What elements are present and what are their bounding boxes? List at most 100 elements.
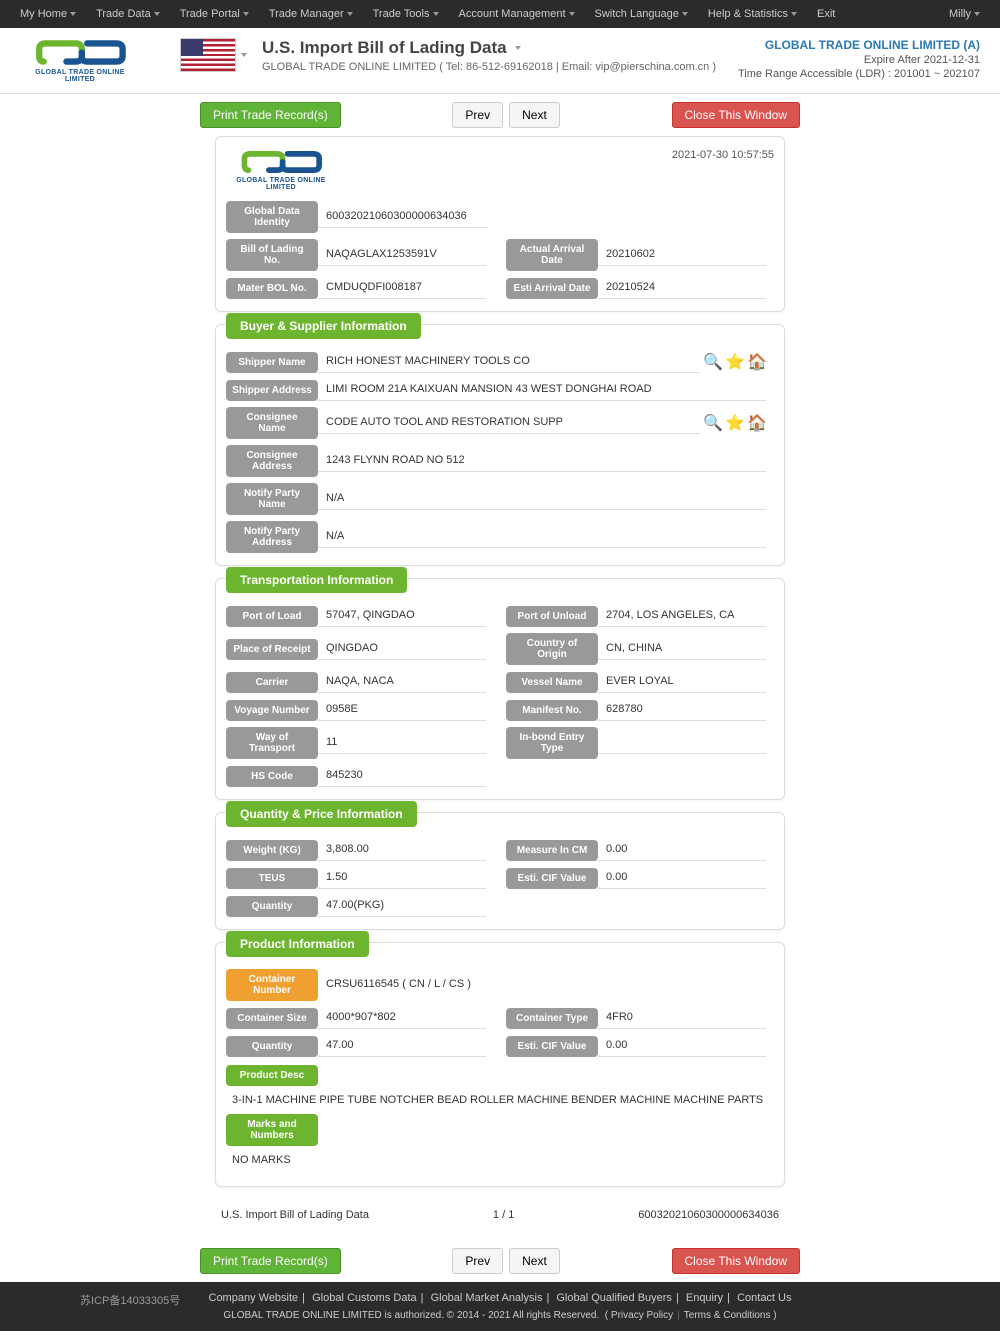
label: Container Size	[226, 1008, 318, 1029]
footer-link[interactable]: Global Market Analysis	[431, 1292, 543, 1304]
label: Port of Load	[226, 606, 318, 627]
footer-link[interactable]: Global Customs Data	[312, 1292, 417, 1304]
footer-link[interactable]: Contact Us	[737, 1292, 791, 1304]
identity-fields: Global Data Identity 6003202106030000063…	[226, 201, 774, 299]
label: HS Code	[226, 766, 318, 787]
label: Product Desc	[226, 1065, 318, 1086]
transport-fields: Port of Load57047, QINGDAO Port of Unloa…	[226, 605, 774, 787]
print-button[interactable]: Print Trade Record(s)	[200, 1248, 341, 1274]
value: RICH HONEST MACHINERY TOOLS CO	[318, 351, 700, 373]
footer-link[interactable]: Company Website	[209, 1292, 299, 1304]
buyer-supplier-card: Buyer & Supplier Information Shipper Nam…	[215, 324, 785, 566]
icp-number[interactable]: 苏ICP备14033305号	[80, 1292, 180, 1308]
value: 60032021060300000634036	[318, 206, 488, 228]
product-card: Product Information Container NumberCRSU…	[215, 942, 785, 1187]
caret-icon	[243, 12, 249, 16]
qty-fields: Weight (KG)3,808.00 Measure In CM0.00 TE…	[226, 839, 774, 917]
company-logo[interactable]: GLOBAL TRADE ONLINE LIMITED	[20, 38, 140, 83]
home-icon[interactable]: 🏠	[748, 353, 766, 371]
footer-link[interactable]: Enquiry	[686, 1292, 723, 1304]
label: Notify Party Address	[226, 521, 318, 553]
section-title: Quantity & Price Information	[226, 801, 417, 827]
caret-icon	[241, 53, 247, 57]
label: Marks and Numbers	[226, 1114, 318, 1146]
caret-icon	[569, 12, 575, 16]
label: Port of Unload	[506, 606, 598, 627]
label: Trade Portal	[180, 8, 240, 20]
nav-my-home[interactable]: My Home	[10, 8, 86, 20]
nav-language[interactable]: Switch Language	[585, 8, 698, 20]
next-button[interactable]: Next	[509, 1248, 560, 1274]
star-icon[interactable]: ⭐	[726, 414, 744, 432]
label: Mater BOL No.	[226, 278, 318, 299]
value: NAQAGLAX1253591V	[318, 244, 486, 266]
field-port-unload: Port of Unload2704, LOS ANGELES, CA	[506, 605, 766, 627]
value: QINGDAO	[318, 638, 486, 660]
next-button[interactable]: Next	[509, 102, 560, 128]
print-button[interactable]: Print Trade Record(s)	[200, 102, 341, 128]
value: 11	[318, 732, 486, 754]
value: CODE AUTO TOOL AND RESTORATION SUPP	[318, 412, 700, 434]
copy-text: GLOBAL TRADE ONLINE LIMITED is authorize…	[223, 1310, 599, 1321]
privacy-link[interactable]: Privacy Policy	[611, 1310, 673, 1321]
value: 0.00	[598, 867, 766, 889]
value: 47.00	[318, 1035, 486, 1057]
label: Esti Arrival Date	[506, 278, 598, 299]
value: 57047, QINGDAO	[318, 605, 486, 627]
footer-copyright: GLOBAL TRADE ONLINE LIMITED is authorize…	[20, 1310, 980, 1321]
label: Account Management	[459, 8, 566, 20]
star-icon[interactable]: ⭐	[726, 353, 744, 371]
footer-link[interactable]: Global Qualified Buyers	[556, 1292, 672, 1304]
logo-text: GLOBAL TRADE ONLINE LIMITED	[20, 69, 140, 83]
field-measure: Measure In CM0.00	[506, 839, 766, 861]
nav-trade-portal[interactable]: Trade Portal	[170, 8, 259, 20]
nav-user[interactable]: Milly	[939, 8, 990, 20]
section-title: Transportation Information	[226, 567, 407, 593]
prev-button[interactable]: Prev	[452, 102, 503, 128]
value	[598, 732, 766, 754]
marks-value: NO MARKS	[226, 1146, 774, 1174]
nav-help[interactable]: Help & Statistics	[698, 8, 807, 20]
bs-fields: Shipper Name RICH HONEST MACHINERY TOOLS…	[226, 351, 774, 553]
terms-link[interactable]: Terms & Conditions	[684, 1310, 771, 1321]
prev-button[interactable]: Prev	[452, 1248, 503, 1274]
field-transport: Way of Transport11	[226, 727, 486, 759]
field-place-receipt: Place of ReceiptQINGDAO	[226, 633, 486, 665]
field-gdi: Global Data Identity 6003202106030000063…	[226, 201, 766, 233]
nav-trade-data[interactable]: Trade Data	[86, 8, 170, 20]
label: Trade Tools	[373, 8, 430, 20]
username: Milly	[949, 8, 971, 20]
account-timerange: Time Range Accessible (LDR) : 201001 ~ 2…	[738, 68, 980, 80]
search-icon[interactable]: 🔍	[704, 414, 722, 432]
top-navigation: My Home Trade Data Trade Portal Trade Ma…	[0, 0, 1000, 28]
field-manifest: Manifest No.628780	[506, 699, 766, 721]
account-expire: Expire After 2021-12-31	[738, 54, 980, 66]
value: EVER LOYAL	[598, 671, 766, 693]
value: 0.00	[598, 839, 766, 861]
home-icon[interactable]: 🏠	[748, 414, 766, 432]
value: 628780	[598, 699, 766, 721]
label: Switch Language	[595, 8, 679, 20]
value: 47.00(PKG)	[318, 895, 486, 917]
label: Container Type	[506, 1008, 598, 1029]
nav-account[interactable]: Account Management	[449, 8, 585, 20]
nav-exit[interactable]: Exit	[807, 8, 845, 20]
field-teus: TEUS1.50	[226, 867, 486, 889]
caret-icon	[70, 12, 76, 16]
product-desc: 3-IN-1 MACHINE PIPE TUBE NOTCHER BEAD RO…	[226, 1086, 774, 1114]
search-icon[interactable]: 🔍	[704, 353, 722, 371]
close-button[interactable]: Close This Window	[672, 1248, 800, 1274]
field-esti-arrival: Esti Arrival Date 20210524	[506, 277, 766, 299]
close-button[interactable]: Close This Window	[672, 102, 800, 128]
nav-trade-tools[interactable]: Trade Tools	[363, 8, 449, 20]
field-hs: HS Code845230	[226, 765, 486, 787]
label: Esti. CIF Value	[506, 868, 598, 889]
label: TEUS	[226, 868, 318, 889]
flag-block[interactable]	[180, 38, 247, 72]
caret-icon[interactable]	[515, 46, 521, 50]
nav-trade-manager[interactable]: Trade Manager	[259, 8, 363, 20]
field-port-load: Port of Load57047, QINGDAO	[226, 605, 486, 627]
value: 0.00	[598, 1035, 766, 1057]
field-mater-bol: Mater BOL No. CMDUQDFI008187	[226, 277, 486, 299]
label: Carrier	[226, 672, 318, 693]
